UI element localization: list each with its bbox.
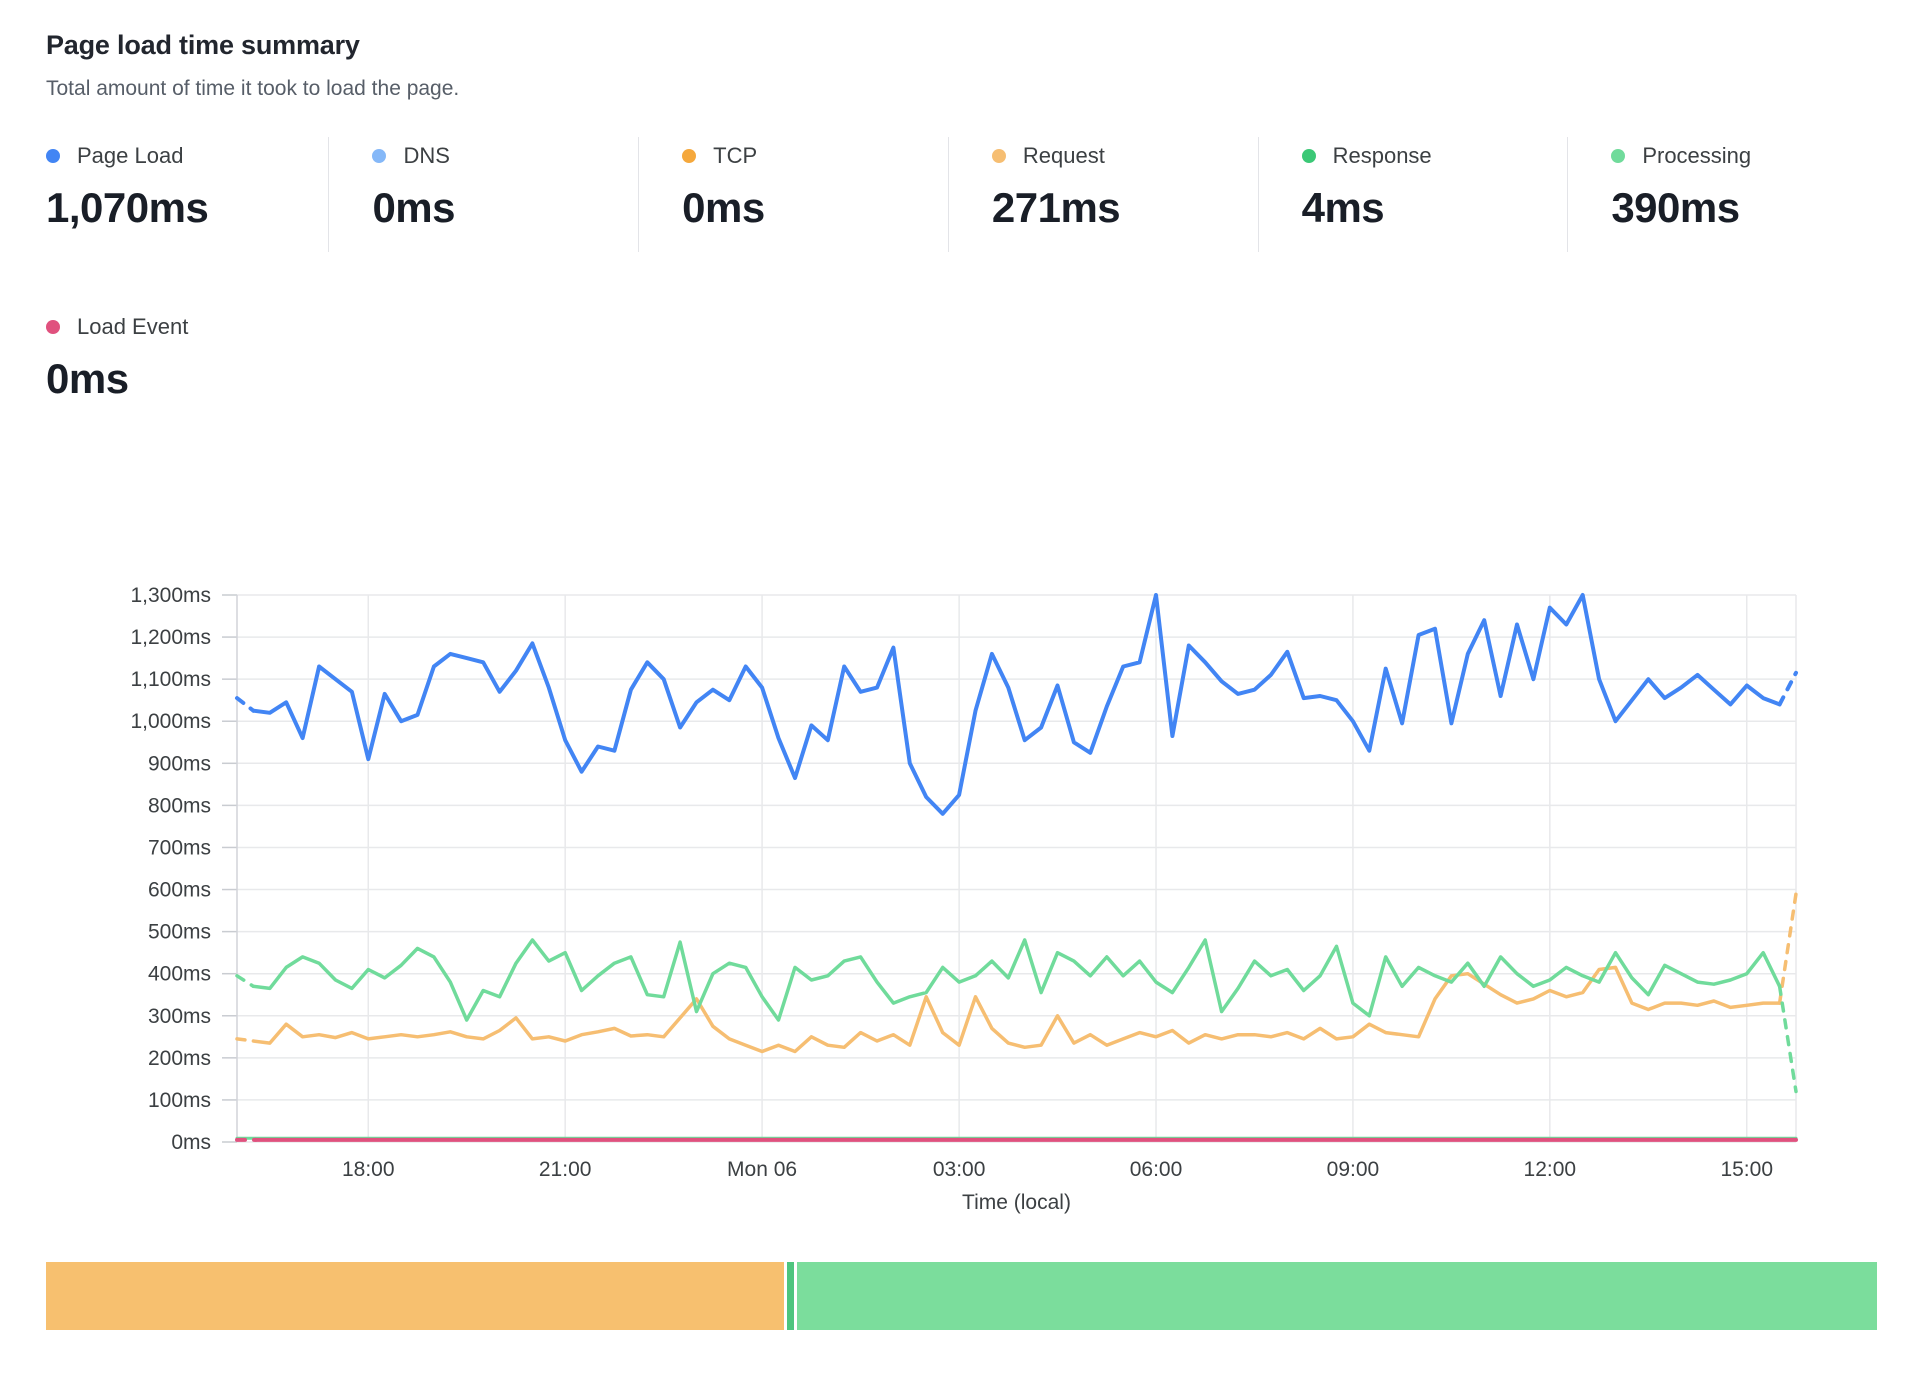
metric-label: Response — [1332, 143, 1432, 168]
x-axis-title: Time (local) — [962, 1191, 1071, 1214]
y-tick-label: 1,300ms — [130, 584, 211, 607]
series-line-request — [251, 965, 1782, 1054]
metric-load-event[interactable]: Load Event 0ms — [46, 308, 333, 423]
load-event-value: 0ms — [46, 355, 129, 402]
y-tick-label: 400ms — [148, 963, 211, 986]
timeline-segment-gap-1 — [783, 1262, 788, 1330]
y-tick-label: 1,200ms — [130, 626, 211, 649]
x-tick-label: Mon 06 — [727, 1158, 797, 1181]
page-load-value: 1,070ms — [46, 184, 209, 231]
y-tick-label: 500ms — [148, 921, 211, 944]
x-tick-label: 09:00 — [1327, 1158, 1380, 1181]
metrics-summary-row: Page Load 1,070ms DNS 0ms TCP 0ms Reques… — [46, 137, 1877, 252]
processing-value: 390ms — [1611, 184, 1740, 231]
load-event-legend-dot — [46, 320, 60, 334]
timeline-segment-green — [796, 1262, 1877, 1330]
series-line-page-load — [235, 696, 256, 713]
x-tick-label: 15:00 — [1720, 1158, 1773, 1181]
metric-label: TCP — [713, 143, 758, 168]
y-tick-label: 900ms — [148, 752, 211, 775]
x-tick-label: 12:00 — [1524, 1158, 1577, 1181]
timeline-segment-orange — [46, 1262, 784, 1330]
dns-legend-dot — [372, 149, 387, 163]
response-legend-dot — [1301, 149, 1316, 163]
request-legend-dot — [991, 149, 1006, 163]
series-line-processing — [251, 938, 1782, 1022]
metric-label: Page Load — [77, 143, 184, 168]
metric-request[interactable]: Request 271ms — [947, 137, 1258, 252]
metric-tcp[interactable]: TCP 0ms — [638, 137, 948, 252]
y-tick-label: 100ms — [148, 1089, 211, 1112]
x-tick-label: 06:00 — [1130, 1158, 1183, 1181]
y-tick-label: 600ms — [148, 879, 211, 902]
metric-label: Processing — [1642, 143, 1752, 168]
page-subtitle: Total amount of time it took to load the… — [46, 77, 460, 100]
series-line-processing — [235, 974, 256, 989]
x-tick-label: 18:00 — [342, 1158, 395, 1181]
series-line-request — [235, 1037, 256, 1043]
metric-processing[interactable]: Processing 390ms — [1567, 137, 1877, 252]
request-value: 271ms — [991, 184, 1121, 231]
series-line-page-load — [251, 593, 1782, 816]
series-line-processing — [1777, 984, 1798, 1094]
result-timeline-bar — [46, 1262, 1877, 1330]
response-value: 4ms — [1301, 184, 1385, 231]
metrics-summary-row-2: Load Event 0ms — [46, 308, 1877, 423]
page-load-legend-dot — [46, 149, 60, 163]
metric-label: Request — [1022, 143, 1105, 168]
timeline-segment-green-thin — [787, 1262, 795, 1330]
y-tick-label: 800ms — [148, 794, 211, 817]
y-tick-label: 1,100ms — [130, 668, 211, 691]
tcp-legend-dot — [682, 149, 697, 163]
metric-dns[interactable]: DNS 0ms — [328, 137, 638, 252]
x-tick-label: 03:00 — [933, 1158, 986, 1181]
series-line-page-load — [1777, 670, 1798, 707]
metric-label: Load Event — [77, 314, 189, 339]
dns-value: 0ms — [372, 184, 455, 231]
processing-legend-dot — [1611, 149, 1626, 163]
tcp-value: 0ms — [682, 184, 765, 231]
y-tick-label: 300ms — [148, 1005, 211, 1028]
y-tick-label: 1,000ms — [130, 710, 211, 733]
metric-page-load[interactable]: Page Load 1,070ms — [46, 137, 328, 252]
timeline-segment-gap-2 — [794, 1262, 797, 1330]
page-title: Page load time summary — [46, 30, 360, 60]
chart-canvas[interactable]: 0ms 100ms 200ms 300ms 400ms 500ms 600ms 700ms 80… — [0, 500, 1910, 1240]
series-line-request — [1777, 891, 1798, 1005]
metric-label: DNS — [403, 143, 450, 168]
x-tick-label: 21:00 — [539, 1158, 592, 1181]
y-tick-label: 700ms — [148, 836, 211, 859]
metric-response[interactable]: Response 4ms — [1257, 137, 1568, 252]
page-load-time-chart[interactable]: 0ms 100ms 200ms 300ms 400ms 500ms 600ms 700ms 80… — [0, 500, 1910, 1240]
y-tick-label: 200ms — [148, 1047, 211, 1070]
y-tick-label: 0ms — [171, 1131, 211, 1154]
